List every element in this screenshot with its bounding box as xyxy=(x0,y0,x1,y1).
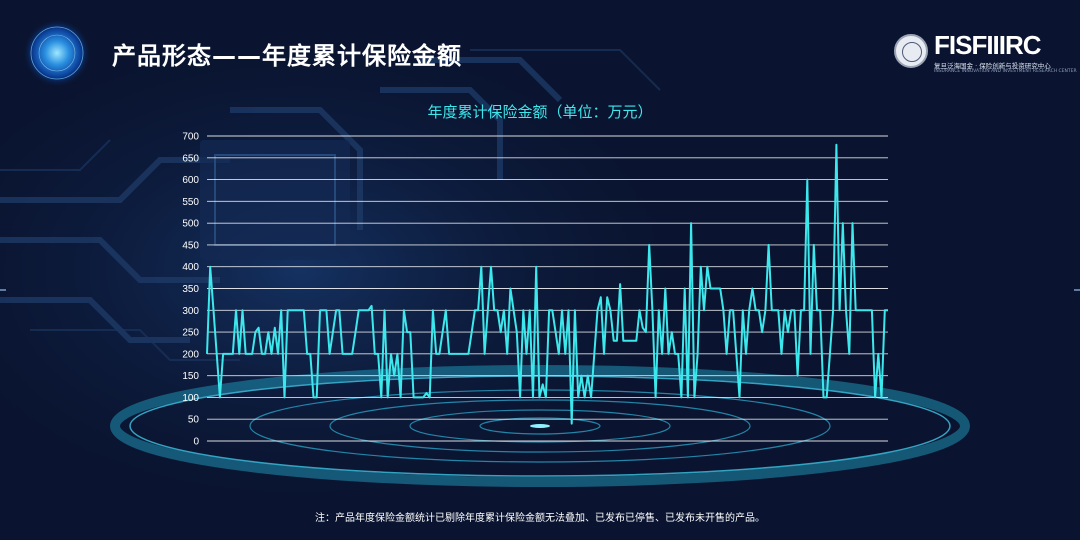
y-tick-label: 0 xyxy=(193,437,199,448)
y-tick-label: 650 xyxy=(182,153,199,164)
y-tick-label: 150 xyxy=(182,371,199,382)
y-tick-label: 50 xyxy=(188,415,200,426)
y-tick-label: 400 xyxy=(182,262,199,273)
logo-subtitle-en: INSURANCE INNOVATION AND INVESTMENT RESE… xyxy=(934,69,1077,74)
page-title: 产品形态——年度累计保险金额 xyxy=(112,42,462,70)
university-seal-icon xyxy=(894,34,928,68)
y-tick-label: 700 xyxy=(182,132,199,143)
grid-lines xyxy=(207,135,888,442)
y-tick-label: 200 xyxy=(182,349,199,360)
y-tick-label: 550 xyxy=(182,197,199,208)
y-tick-label: 300 xyxy=(182,306,199,317)
orb-icon xyxy=(23,19,91,87)
y-tick-label: 450 xyxy=(182,240,199,251)
logo-brand: FISFIIIRC xyxy=(934,30,1042,60)
footnote: 注：产品年度保险金额统计已剔除年度累计保险金额无法叠加、已发布已停售、已发布未开… xyxy=(315,513,765,524)
series-line-0 xyxy=(206,143,888,425)
chart-title: 年度累计保险金额（单位：万元） xyxy=(427,103,652,121)
logo: FISFIIIRC 复旦泛海国金 · 保险创新与投资研究中心 INSURANCE… xyxy=(894,30,1077,80)
series-group xyxy=(206,143,888,425)
y-tick-label: 500 xyxy=(182,219,199,230)
y-tick-label: 600 xyxy=(182,175,199,186)
logo-subtitle: 复旦泛海国金 · 保险创新与投资研究中心 xyxy=(934,62,1051,70)
y-tick-label: 100 xyxy=(182,393,199,404)
y-axis-ticks: 0 50 100 150 200 250 300 350 400 450 500 550 600 650 7… xyxy=(182,132,199,448)
y-tick-label: 250 xyxy=(182,328,199,339)
y-tick-label: 350 xyxy=(182,284,199,295)
